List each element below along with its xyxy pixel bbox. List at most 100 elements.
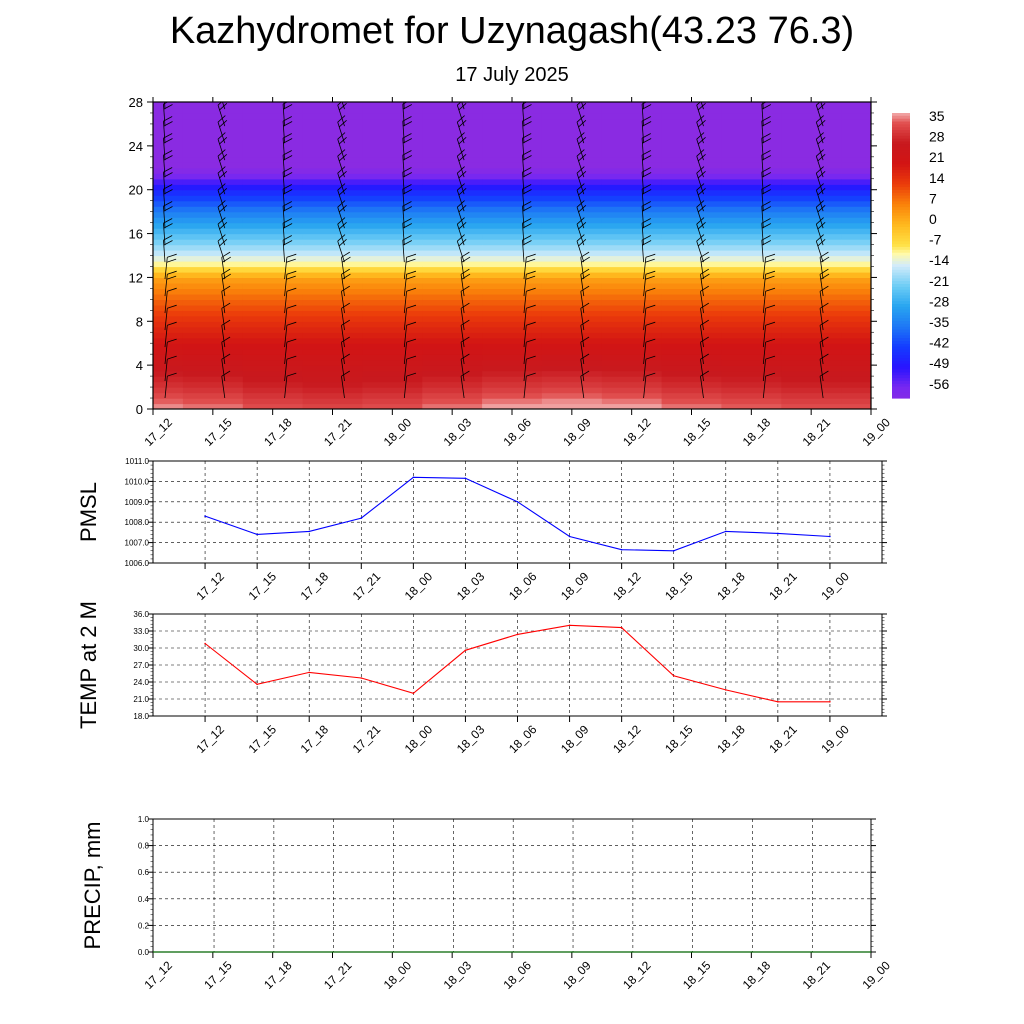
heatmap-cell [601,288,663,295]
wind-barb-flag [338,171,347,179]
colorbar-swatch [892,375,910,379]
heatmap-cell [422,365,483,372]
wind-barb [762,253,776,280]
wind-barb [700,353,710,382]
colorbar-label: -28 [929,293,949,309]
heatmap-cell [362,266,423,273]
heatmap-cell [153,145,184,152]
heatmap-cell [661,123,722,130]
y-tick-label: 28 [129,95,143,110]
heatmap-cell [302,206,363,213]
heatmap-cell [182,337,244,344]
wind-barb-staff [221,291,226,314]
data-point [464,477,467,480]
heatmap-cell [541,244,603,251]
wind-barb-staff [217,156,226,178]
heatmap-cell [182,310,244,317]
wind-barb-staff [819,342,824,365]
wind-barb [460,302,470,331]
wind-barb-flag [217,200,226,208]
wind-barb [341,268,351,297]
y-tick-label: 1008.0 [125,518,150,527]
heatmap-cell [841,354,871,361]
wind-barb-staff [761,155,764,178]
heatmap-cell [841,343,871,350]
heatmap-cell [242,370,304,377]
heatmap-cell [841,244,871,251]
wind-barb-flag [764,258,775,263]
heatmap-cell [153,189,184,196]
wind-barb-staff [643,308,647,331]
colorbar-label: -56 [929,376,949,392]
heatmap-cell [721,206,782,213]
heatmap-cell [422,184,483,191]
heatmap-cell [541,310,603,317]
colorbar-swatch [892,326,910,331]
data-point [672,550,675,552]
wind-barb-flag [765,321,776,326]
wind-barb-flag [286,355,297,360]
heatmap-cell [182,211,244,218]
heatmap-cell [781,337,842,344]
heatmap-cell [362,151,423,158]
data-point [204,642,206,645]
heatmap-cell [302,113,363,120]
wind-barb-flag [817,120,826,128]
wind-barb-flag [700,285,710,292]
heatmap-cell [362,359,423,366]
heatmap-cell [661,145,722,152]
heatmap-cell [242,123,304,130]
heatmap-cell [182,239,244,246]
colorbar-swatch [892,241,910,245]
wind-barb-flag [697,222,706,230]
wind-barb [696,166,706,195]
wind-barb [456,183,467,212]
wind-barb [523,321,536,348]
heatmap-cell [541,107,603,114]
heatmap-cell [721,398,782,405]
heatmap-cell [362,228,423,235]
wind-barb-flag [219,188,228,196]
wind-barb-flag [166,258,177,263]
heatmap-cell [721,250,782,257]
heatmap-cell [362,321,423,328]
colorbar-swatch [892,278,910,282]
heatmap-cell [482,255,543,262]
colorbar-swatch [892,195,910,200]
heatmap-cell [242,304,304,311]
wind-barb-staff [163,240,166,263]
heatmap-cell [781,184,842,191]
colorbar-swatch [892,167,910,171]
heatmap-cell [362,162,423,169]
wind-barb-flag [341,273,351,280]
heatmap-cell [541,200,603,207]
wind-barb-flag [458,137,467,145]
heatmap-cell [302,387,363,394]
wind-barb-flag [765,253,776,258]
wind-barb-staff [883,257,885,279]
wind-barb [284,287,297,314]
heatmap-cell [482,233,543,240]
heatmap-cell [422,266,483,273]
heatmap-cell [242,244,304,251]
heatmap-cell [841,387,871,394]
heatmap-cell [242,189,304,196]
wind-barb-staff [337,173,345,195]
heatmap-cell [153,261,184,268]
heatmap-cell [482,304,543,311]
wind-barb-flag [817,86,827,93]
heatmap-cell [242,195,304,202]
wind-barb-flag [576,102,585,106]
wind-barb-staff [337,190,345,212]
x-tick-label: 19_00 [818,569,852,603]
wind-barb-staff [402,206,405,229]
wind-barb [881,185,892,212]
heatmap-cell [781,381,842,388]
panel-frame [152,818,872,953]
colorbar-swatch [892,178,910,183]
wind-barb-staff [402,189,405,212]
heatmap-cell [721,167,782,174]
heatmap-cell [242,162,304,169]
heatmap-cell [841,403,871,409]
